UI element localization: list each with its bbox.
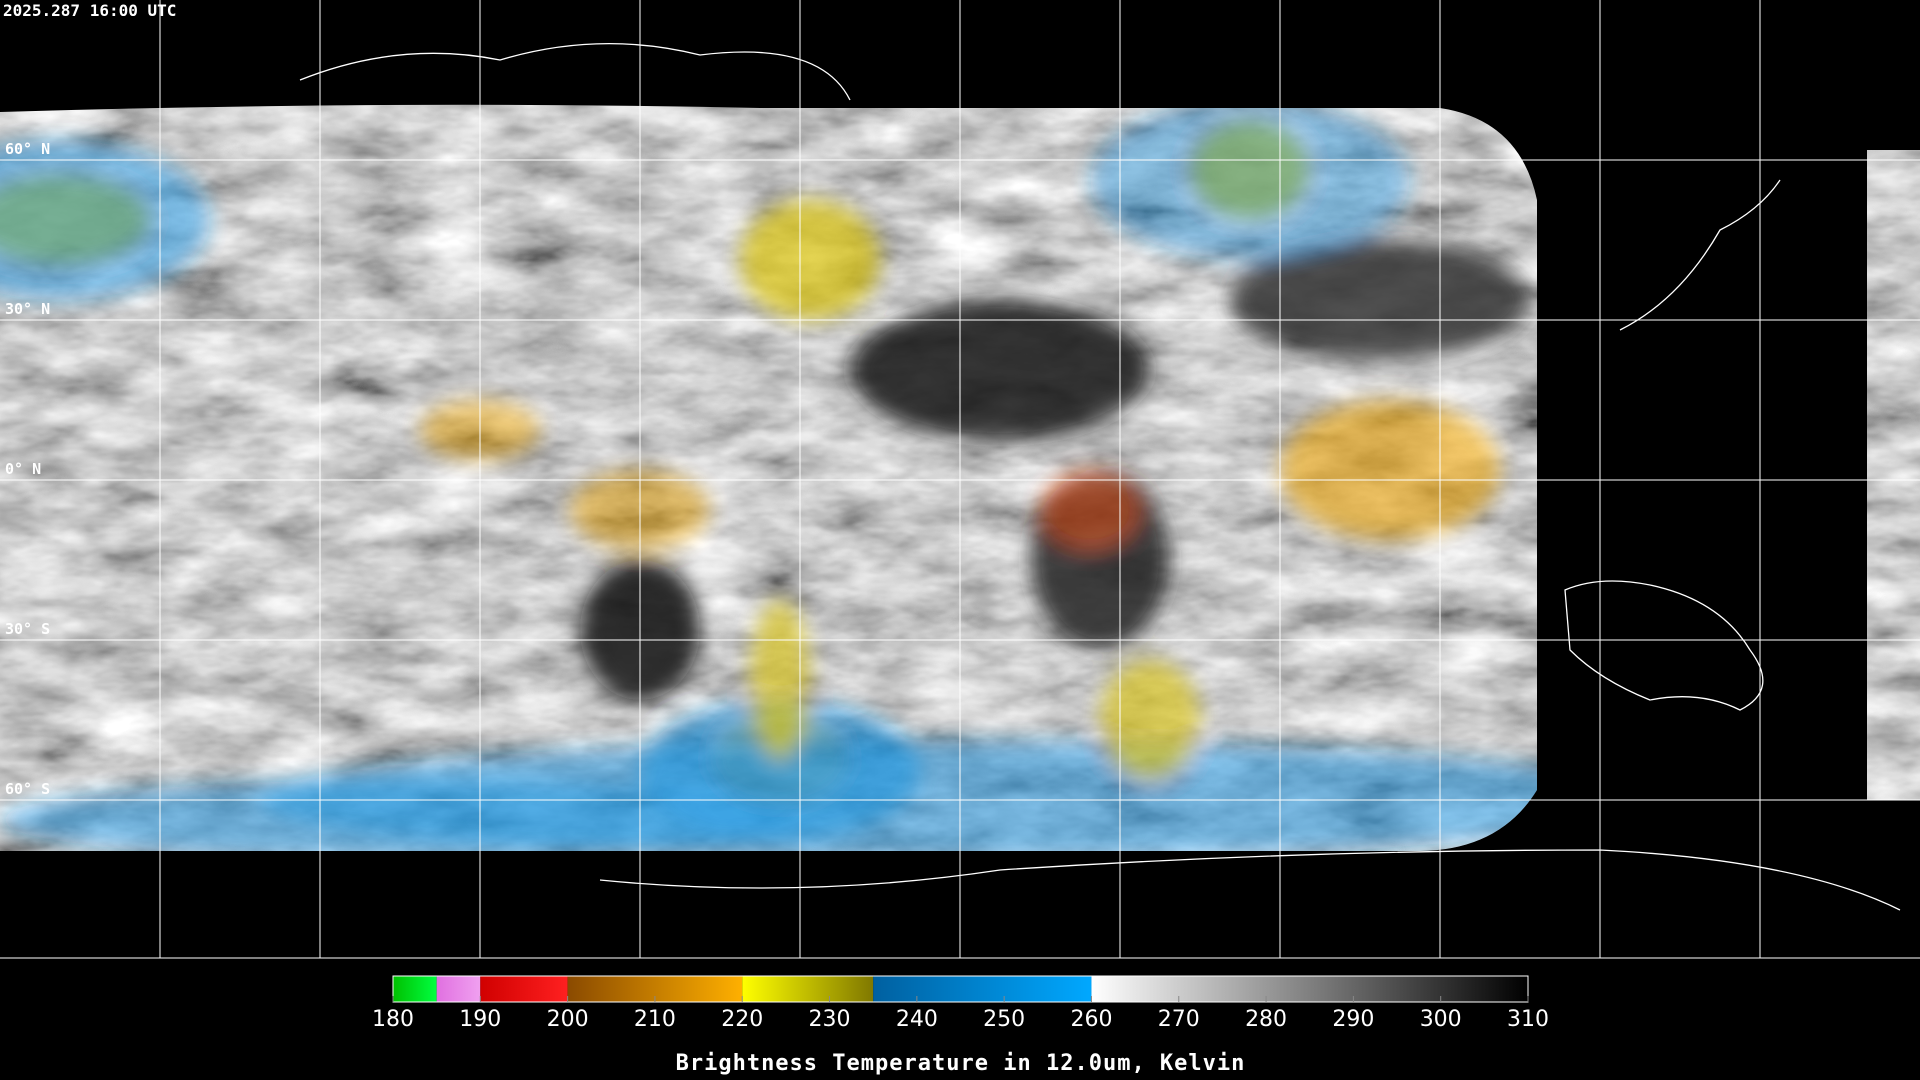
colorbar-tick-label: 270: [1158, 1007, 1200, 1032]
colorbar-segment: [393, 976, 437, 1002]
latitude-label: 0° N: [5, 460, 41, 478]
latitude-label: 60° N: [5, 140, 50, 158]
graticule: 60° N 30° N 0° N 30° S 60° S: [0, 0, 1920, 959]
colorbar-frame: [392, 975, 1529, 1003]
colorbar-segment: [742, 976, 874, 1002]
colorbar-tick-label: 310: [1507, 1007, 1549, 1032]
colorbar-tick-label: 240: [896, 1007, 938, 1032]
colorbar-tick-label: 300: [1420, 1007, 1462, 1032]
latitude-label: 30° S: [5, 620, 50, 638]
colorbar-tick-label: 190: [459, 1007, 501, 1032]
colorbar-segment: [436, 976, 481, 1002]
colorbar-tick-label: 260: [1070, 1007, 1112, 1032]
colorbar-tick-label: 210: [634, 1007, 676, 1032]
latitude-label: 30° N: [5, 300, 50, 318]
colorbar-title: Brightness Temperature in 12.0um, Kelvin: [676, 1051, 1246, 1076]
colorbar: 180 190 200 210 220 230 240 250 260 270 280 290 300 3…: [372, 975, 1549, 1076]
colorbar-tick-label: 180: [372, 1007, 414, 1032]
coastlines: [299, 42, 1901, 911]
colorbar-segment: [480, 976, 568, 1002]
colorbar-tick-label: 250: [983, 1007, 1025, 1032]
colorbar-tick-label: 290: [1332, 1007, 1374, 1032]
colorbar-tick-label: 200: [547, 1007, 589, 1032]
colorbar-tick-label: 280: [1245, 1007, 1287, 1032]
colorbar-tick-label: 220: [721, 1007, 763, 1032]
timestamp: 2025.287 16:00 UTC: [3, 1, 176, 20]
colorbar-segment: [1091, 976, 1528, 1002]
colorbar-segment: [873, 976, 1092, 1002]
colorbar-tick-label: 230: [809, 1007, 851, 1032]
latitude-label: 60° S: [5, 780, 50, 798]
